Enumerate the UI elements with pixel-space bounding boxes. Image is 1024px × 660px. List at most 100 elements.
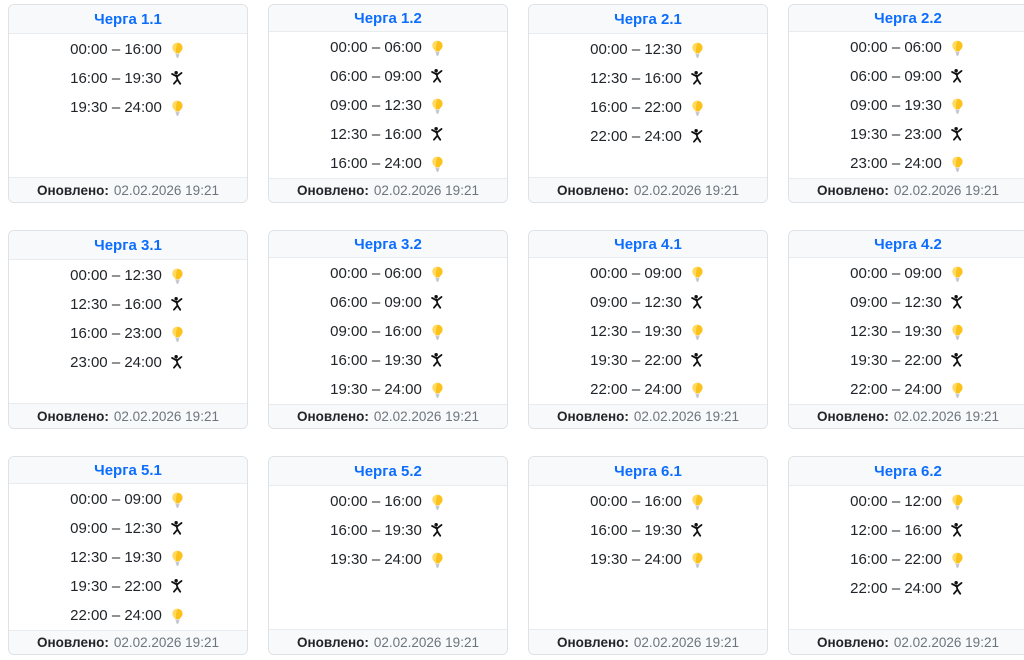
- updated-label: Оновлено:: [37, 182, 109, 198]
- queue-card-body: 00:00 – 12:30 12:30 – 16:00: [9, 260, 247, 403]
- updated-label: Оновлено:: [817, 409, 889, 425]
- time-range: 12:00 – 16:00: [850, 522, 942, 539]
- queue-card-footer: Оновлено: 02.02.2026 19:21: [529, 177, 767, 202]
- time-slot: 06:00 – 09:00: [789, 62, 1024, 91]
- queue-card-title: Черга 3.1: [94, 236, 162, 254]
- time-range: 00:00 – 06:00: [330, 265, 422, 283]
- lightbulb-icon: [949, 551, 966, 569]
- queue-card-header: Черга 2.2: [789, 5, 1024, 33]
- lightbulb-icon: [689, 41, 706, 59]
- lightbulb-icon: [949, 381, 966, 399]
- lightbulb-icon: [689, 99, 706, 117]
- queue-card-header: Черга 3.1: [9, 231, 247, 260]
- queue-card: Черга 2.1 00:00 – 12:30 12:30 – 16:00: [528, 4, 768, 203]
- dancing-person-icon: [169, 520, 186, 538]
- time-slot: 22:00 – 24:00: [789, 375, 1024, 404]
- time-range: 00:00 – 09:00: [70, 491, 162, 509]
- time-range: 19:30 – 22:00: [70, 578, 162, 596]
- time-range: 00:00 – 12:30: [590, 41, 682, 58]
- time-slot: 00:00 – 12:30: [529, 35, 767, 64]
- time-range: 22:00 – 24:00: [590, 128, 682, 145]
- time-slot: 23:00 – 24:00: [9, 348, 247, 377]
- lightbulb-icon: [169, 607, 186, 625]
- queue-card-header: Черга 4.1: [529, 231, 767, 259]
- queue-card-body: 00:00 – 06:00 06:00 – 09:00: [269, 32, 507, 178]
- time-slot: 19:30 – 23:00: [789, 120, 1024, 149]
- lightbulb-icon: [689, 493, 706, 511]
- queue-card-footer: Оновлено: 02.02.2026 19:21: [789, 178, 1024, 202]
- time-range: 12:30 – 16:00: [70, 296, 162, 313]
- time-range: 00:00 – 12:30: [70, 267, 162, 284]
- lightbulb-icon: [429, 551, 446, 569]
- time-slot: 09:00 – 12:30: [529, 288, 767, 317]
- lightbulb-icon: [949, 155, 966, 173]
- time-slot: 16:00 – 24:00: [269, 149, 507, 178]
- time-range: 16:00 – 19:30: [70, 70, 162, 87]
- time-slot: 16:00 – 22:00: [529, 93, 767, 122]
- updated-value: 02.02.2026 19:21: [633, 634, 739, 650]
- time-slot: 00:00 – 09:00: [789, 259, 1024, 288]
- time-slot: 00:00 – 16:00: [269, 487, 507, 516]
- dancing-person-icon: [689, 128, 706, 146]
- dancing-person-icon: [949, 68, 966, 86]
- queue-card-title: Черга 4.2: [874, 235, 942, 253]
- time-range: 00:00 – 06:00: [330, 39, 422, 57]
- queue-card-footer: Оновлено: 02.02.2026 19:21: [269, 629, 507, 654]
- queue-card-footer: Оновлено: 02.02.2026 19:21: [269, 178, 507, 202]
- queue-card-footer: Оновлено: 02.02.2026 19:21: [9, 630, 247, 654]
- time-slot: 12:30 – 16:00: [9, 290, 247, 319]
- updated-value: 02.02.2026 19:21: [633, 409, 739, 425]
- dancing-person-icon: [949, 126, 966, 144]
- lightbulb-icon: [169, 549, 186, 567]
- queue-card-body: 00:00 – 09:00 09:00 – 12:30: [529, 258, 767, 404]
- time-range: 12:30 – 19:30: [850, 323, 942, 341]
- time-slot: 06:00 – 09:00: [269, 288, 507, 317]
- queue-card: Черга 6.1 00:00 – 16:00 16:00 – 19:30: [528, 456, 768, 655]
- queue-card: Черга 2.2 00:00 – 06:00 06:00 – 09:00: [788, 4, 1024, 203]
- lightbulb-icon: [429, 381, 446, 399]
- time-range: 06:00 – 09:00: [330, 294, 422, 312]
- time-range: 16:00 – 23:00: [70, 325, 162, 342]
- time-range: 23:00 – 24:00: [850, 155, 942, 173]
- time-slot: 00:00 – 12:00: [789, 487, 1024, 516]
- dancing-person-icon: [689, 352, 706, 370]
- dancing-person-icon: [429, 522, 446, 540]
- time-range: 00:00 – 16:00: [590, 493, 682, 510]
- queue-card-header: Черга 1.1: [9, 5, 247, 34]
- queue-card-body: 00:00 – 16:00 16:00 – 19:30: [9, 34, 247, 177]
- queue-card-header: Черга 4.2: [789, 231, 1024, 259]
- queue-card-header: Черга 6.1: [529, 457, 767, 486]
- time-range: 16:00 – 22:00: [590, 99, 682, 116]
- time-range: 00:00 – 16:00: [330, 493, 422, 510]
- time-range: 22:00 – 24:00: [70, 607, 162, 625]
- time-slot: 09:00 – 12:30: [9, 514, 247, 543]
- time-slot: 19:30 – 22:00: [9, 572, 247, 601]
- time-range: 19:30 – 24:00: [330, 381, 422, 399]
- queue-card-title: Черга 5.2: [354, 462, 422, 480]
- queue-card-body: 00:00 – 12:00 12:00 – 16:00: [789, 486, 1024, 629]
- time-slot: 12:30 – 19:30: [529, 317, 767, 346]
- time-slot: 19:30 – 24:00: [269, 545, 507, 574]
- time-range: 22:00 – 24:00: [590, 381, 682, 399]
- queue-card: Черга 1.1 00:00 – 16:00 16:00 – 19:30: [8, 4, 248, 203]
- lightbulb-icon: [949, 97, 966, 115]
- time-range: 16:00 – 19:30: [330, 352, 422, 370]
- time-slot: 09:00 – 19:30: [789, 91, 1024, 120]
- time-slot: 22:00 – 24:00: [789, 574, 1024, 603]
- time-range: 09:00 – 12:30: [590, 294, 682, 312]
- time-slot: 16:00 – 19:30: [269, 516, 507, 545]
- dancing-person-icon: [949, 580, 966, 598]
- time-range: 19:30 – 22:00: [850, 352, 942, 370]
- time-slot: 00:00 – 06:00: [789, 33, 1024, 62]
- dancing-person-icon: [949, 294, 966, 312]
- time-range: 12:30 – 16:00: [590, 70, 682, 87]
- updated-value: 02.02.2026 19:21: [113, 635, 219, 651]
- lightbulb-icon: [169, 267, 186, 285]
- queue-card-footer: Оновлено: 02.02.2026 19:21: [789, 629, 1024, 654]
- updated-label: Оновлено:: [297, 183, 369, 199]
- time-range: 09:00 – 12:30: [70, 520, 162, 538]
- dancing-person-icon: [429, 126, 446, 144]
- queue-card-header: Черга 5.2: [269, 457, 507, 486]
- queue-card: Черга 5.1 00:00 – 09:00 09:00 – 12:30: [8, 456, 248, 655]
